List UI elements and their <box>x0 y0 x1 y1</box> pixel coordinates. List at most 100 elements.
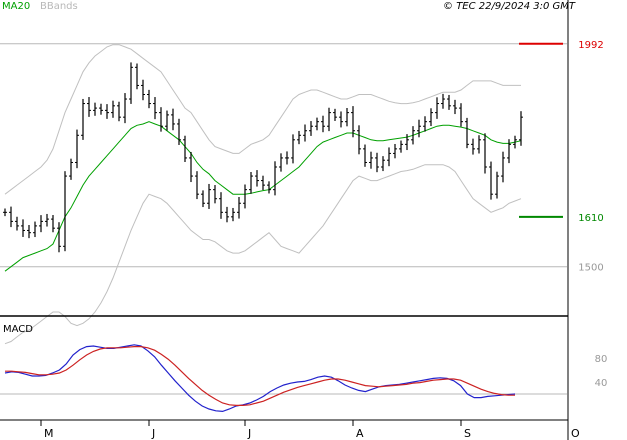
price-bar <box>435 97 439 119</box>
price-bar <box>57 222 61 253</box>
legend-ma20: MA20 <box>2 1 30 12</box>
price-bar <box>501 151 505 183</box>
price-bar <box>261 175 265 191</box>
price-bar <box>447 94 451 110</box>
price-bar <box>183 135 187 163</box>
price-bar <box>429 108 433 127</box>
price-bar <box>321 115 325 133</box>
price-bar <box>315 117 319 131</box>
price-bar <box>45 213 49 227</box>
price-bar <box>423 116 427 132</box>
price-bar <box>351 106 355 138</box>
price-bar <box>231 207 235 222</box>
price-y-tick: 1500 <box>578 263 603 274</box>
price-bar <box>381 156 385 172</box>
price-bar <box>135 63 139 90</box>
price-bar <box>309 121 313 136</box>
price-bar <box>411 126 415 145</box>
price-bar <box>405 134 409 151</box>
price-bar <box>339 111 343 128</box>
chart-timestamp: © TEC 22/9/2024 3:0 GMT <box>443 1 576 12</box>
price-bar <box>147 89 151 109</box>
bb-upper-line <box>4 44 521 195</box>
ma20-polyline <box>4 121 522 272</box>
price-bar <box>279 153 283 172</box>
price-bar <box>105 104 109 119</box>
price-bar <box>399 140 403 153</box>
price-bar <box>99 103 103 115</box>
price-bar <box>255 170 259 187</box>
price-bar <box>33 221 37 238</box>
price-bar <box>303 124 307 142</box>
price-bar <box>69 158 73 180</box>
signal-polyline <box>5 346 515 406</box>
price-bar <box>39 215 43 233</box>
price-bar <box>393 143 397 159</box>
price-bar <box>357 125 361 155</box>
price-bar <box>237 196 241 219</box>
macd-panel: MACD 80 40 <box>0 324 608 413</box>
price-bar <box>345 108 349 127</box>
price-bar <box>459 103 463 127</box>
price-bar <box>243 184 247 209</box>
macd-polyline <box>4 344 516 413</box>
price-bar <box>483 133 487 174</box>
price-bar <box>267 181 271 194</box>
price-bar <box>123 93 127 124</box>
price-bar <box>369 151 373 169</box>
price-bar <box>63 171 67 252</box>
legend-bbands: BBands <box>40 1 78 12</box>
price-levels: 1992 1610 <box>519 40 604 224</box>
price-bar <box>225 206 229 223</box>
macd-title: MACD <box>3 324 33 335</box>
price-bar <box>489 161 493 200</box>
price-bar <box>9 206 13 228</box>
price-bar <box>465 117 469 149</box>
price-bar <box>297 130 301 145</box>
price-bar <box>507 139 511 164</box>
x-tick-label: J <box>151 427 155 440</box>
price-bar <box>213 185 217 204</box>
x-tick-label: M <box>44 427 54 440</box>
price-y-ticks: 1500 <box>578 263 603 274</box>
price-bar <box>363 144 367 167</box>
price-bar <box>453 99 457 115</box>
chart-frame <box>0 0 569 440</box>
support-label: 1610 <box>578 213 603 224</box>
price-bar <box>81 98 85 140</box>
macd-y-tick: 40 <box>595 378 608 389</box>
price-bar <box>141 79 145 101</box>
price-bar <box>291 134 295 164</box>
price-bar <box>75 129 79 169</box>
price-bar <box>285 151 289 165</box>
price-bar <box>201 190 205 208</box>
price-bar <box>171 108 175 131</box>
price-bar <box>195 171 199 200</box>
macd-lines <box>4 344 516 413</box>
x-tick-label: S <box>464 427 471 440</box>
x-tick-label: J <box>247 427 251 440</box>
price-bar <box>333 108 337 121</box>
price-bar <box>111 100 115 118</box>
macd-y-tick: 80 <box>595 354 608 365</box>
price-bar <box>495 171 499 199</box>
price-bar <box>177 118 181 145</box>
price-bar <box>51 215 55 233</box>
price-bar <box>15 216 19 231</box>
price-bar <box>3 208 7 217</box>
price-bar <box>219 192 223 219</box>
price-bar <box>207 183 211 209</box>
price-bar <box>327 107 331 132</box>
price-gridlines <box>0 43 567 268</box>
resistance-label: 1992 <box>578 40 603 51</box>
price-bar <box>27 225 31 239</box>
bollinger-bands <box>4 44 522 345</box>
price-bar <box>21 219 25 237</box>
price-bar <box>159 107 163 132</box>
price-bar <box>519 111 523 146</box>
macd-y-ticks: 80 40 <box>595 354 608 389</box>
price-bars <box>3 62 523 253</box>
price-bar <box>87 97 91 117</box>
